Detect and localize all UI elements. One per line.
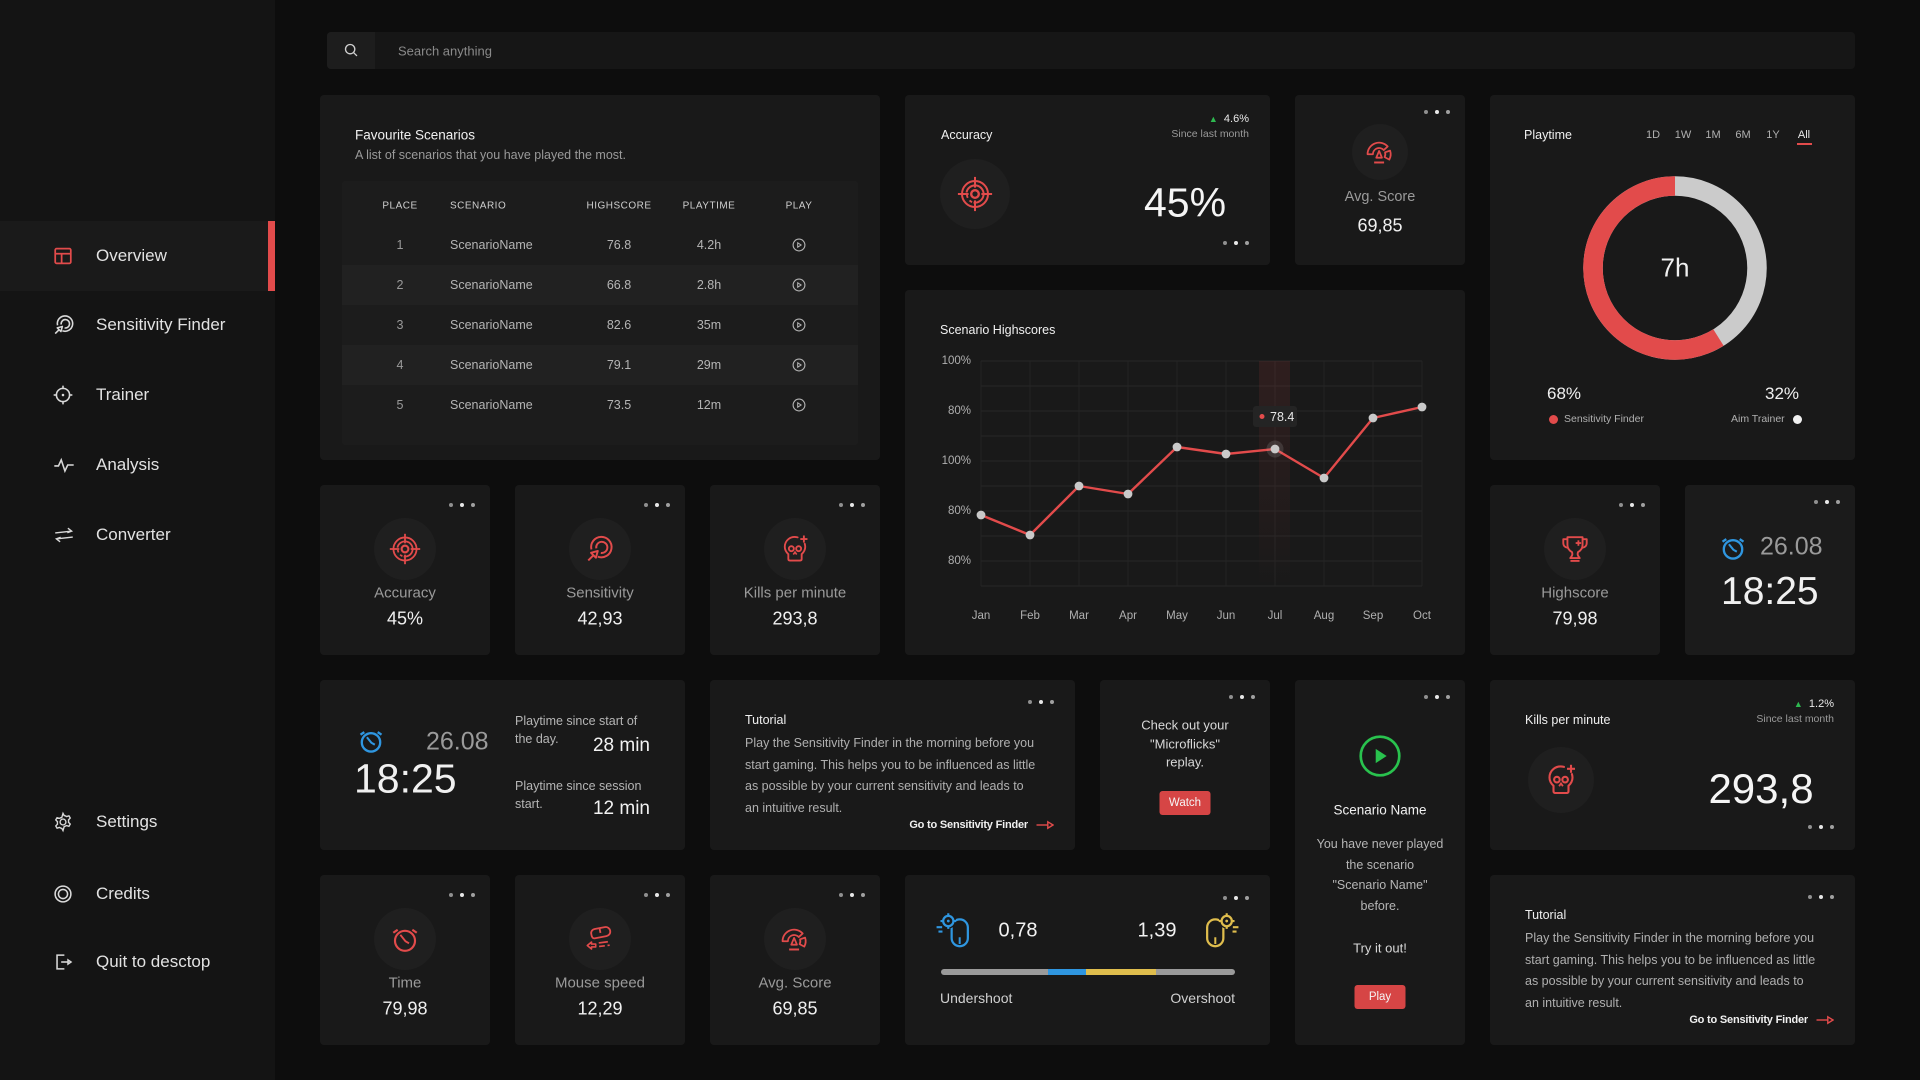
svg-text:78.4: 78.4 <box>1270 410 1294 424</box>
